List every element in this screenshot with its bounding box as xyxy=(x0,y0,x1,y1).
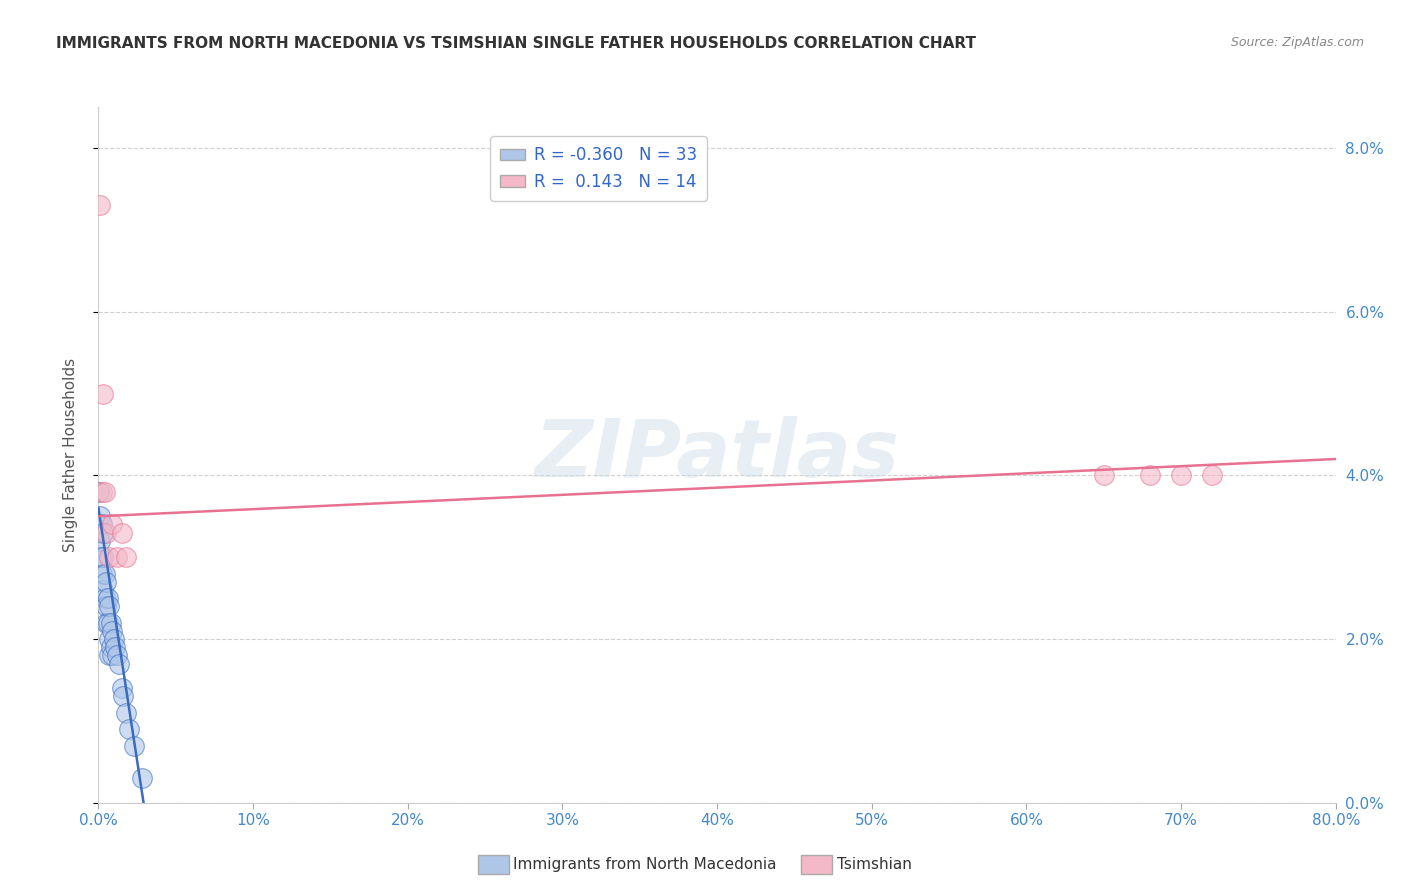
Point xyxy=(115,550,138,565)
Point xyxy=(89,198,111,212)
Point xyxy=(122,739,145,753)
Point xyxy=(90,517,112,532)
Point xyxy=(93,591,115,606)
Point xyxy=(1201,468,1223,483)
Point xyxy=(91,525,114,540)
Point xyxy=(105,550,128,565)
Text: ZIPatlas: ZIPatlas xyxy=(534,416,900,494)
Point xyxy=(93,484,115,499)
Point xyxy=(100,615,122,630)
Text: Immigrants from North Macedonia: Immigrants from North Macedonia xyxy=(513,857,776,871)
Point xyxy=(93,566,115,581)
Point xyxy=(89,484,111,499)
Point xyxy=(111,525,134,540)
Point xyxy=(96,525,118,540)
Point xyxy=(91,550,114,565)
Point xyxy=(115,706,138,720)
Point xyxy=(107,657,129,671)
Point xyxy=(1092,468,1115,483)
Point xyxy=(1170,468,1192,483)
Point xyxy=(131,771,153,785)
Point xyxy=(112,690,135,704)
Legend: R = -0.360   N = 33, R =  0.143   N = 14: R = -0.360 N = 33, R = 0.143 N = 14 xyxy=(491,136,707,201)
Point xyxy=(101,624,124,638)
Point xyxy=(1139,468,1161,483)
Point xyxy=(103,632,125,646)
Point xyxy=(118,722,141,736)
Point xyxy=(96,574,118,589)
Point xyxy=(101,517,124,532)
Point xyxy=(97,591,120,606)
Point xyxy=(98,550,121,565)
Point xyxy=(111,681,134,696)
Point xyxy=(104,640,127,655)
Point xyxy=(90,484,112,499)
Point xyxy=(96,599,118,614)
Point xyxy=(97,615,120,630)
Point xyxy=(100,640,122,655)
Point xyxy=(96,615,118,630)
Text: Source: ZipAtlas.com: Source: ZipAtlas.com xyxy=(1230,36,1364,49)
Text: IMMIGRANTS FROM NORTH MACEDONIA VS TSIMSHIAN SINGLE FATHER HOUSEHOLDS CORRELATIO: IMMIGRANTS FROM NORTH MACEDONIA VS TSIMS… xyxy=(56,36,976,51)
Point xyxy=(98,632,121,646)
Point xyxy=(91,386,114,401)
Point xyxy=(89,533,111,548)
Text: Tsimshian: Tsimshian xyxy=(837,857,911,871)
Point xyxy=(98,648,121,663)
Point xyxy=(90,566,112,581)
Point xyxy=(101,648,124,663)
Point xyxy=(105,648,128,663)
Point xyxy=(89,509,111,524)
Y-axis label: Single Father Households: Single Father Households xyxy=(63,358,77,552)
Point xyxy=(91,582,114,597)
Point xyxy=(90,550,112,565)
Point xyxy=(98,599,121,614)
